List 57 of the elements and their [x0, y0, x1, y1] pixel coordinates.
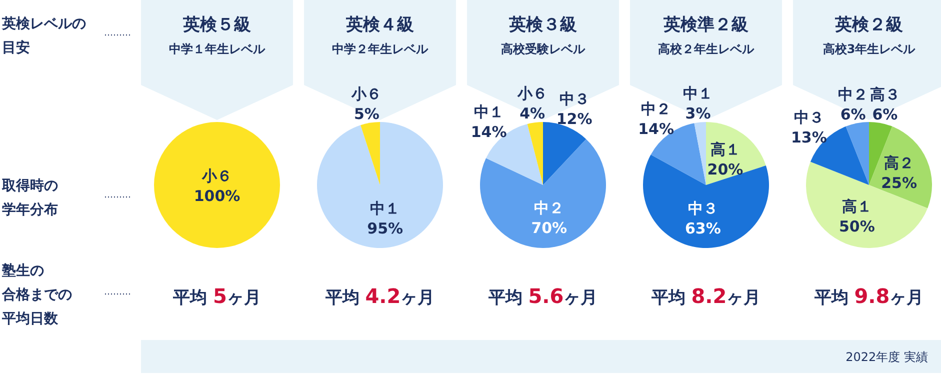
- text: 取得時の学年分布: [1, 178, 58, 218]
- text: 平均 4.2ヶ月: [324, 284, 435, 308]
- slice-label: 高１: [842, 197, 872, 216]
- slice-label: 中２: [534, 199, 564, 218]
- slice-label: 中２: [838, 85, 868, 104]
- chart-subtitle: 高校２年生レベル: [658, 42, 755, 56]
- data-label: 6%: [872, 105, 898, 124]
- data-label: 14%: [638, 120, 674, 138]
- text: 平均 8.2ヶ月: [650, 284, 761, 308]
- pie-slice: [527, 122, 543, 185]
- chart-title: 英検５級: [182, 15, 251, 35]
- data-label: 63%: [684, 220, 721, 238]
- chart-subtitle: 高校3年生レベル: [822, 42, 916, 56]
- slice-label: 小６: [201, 167, 232, 185]
- data-label: 70%: [531, 219, 568, 238]
- data-label: 20%: [707, 160, 744, 178]
- slice-label: 中１: [683, 84, 713, 102]
- data-label: 13%: [790, 128, 827, 146]
- chart-title: 英検準２級: [662, 15, 748, 35]
- data-label: 5%: [354, 105, 380, 124]
- data-label: 95%: [367, 219, 404, 238]
- data-label: 6%: [840, 105, 866, 124]
- chart-subtitle: 高校受験レベル: [501, 42, 586, 56]
- slice-label: 中１: [474, 103, 504, 122]
- chart-subtitle: 中学２年生レベル: [332, 42, 429, 56]
- chart-title: 英検４級: [345, 15, 414, 35]
- text: 平均 9.8ヶ月: [813, 284, 924, 308]
- pie-slice: [480, 139, 606, 248]
- data-label: 14%: [470, 123, 507, 142]
- pie-slice: [317, 122, 443, 248]
- pie-slice: [694, 122, 706, 185]
- slice-label: 中３: [794, 108, 824, 126]
- text: 英検レベルの目安: [1, 16, 86, 56]
- data-label: 12%: [556, 110, 592, 128]
- text: 平均 5.6ヶ月: [487, 284, 598, 308]
- slice-label: 中２: [641, 100, 672, 118]
- text: 2022年度 実績: [846, 350, 928, 364]
- data-label: 100%: [194, 187, 240, 205]
- chart-title: 英検３級: [508, 15, 577, 35]
- slice-label: 高２: [884, 154, 914, 172]
- text: 平均 5ヶ月: [172, 284, 261, 308]
- chart-title: 英検２級: [834, 15, 903, 35]
- slice-label: 小６: [350, 85, 382, 104]
- pie-slice: [846, 122, 869, 185]
- text: 塾生の合格までの平均日数: [1, 262, 72, 327]
- slice-label: 中１: [370, 199, 400, 218]
- slice-label: 高３: [870, 85, 900, 104]
- data-label: 50%: [838, 217, 875, 236]
- data-label: 25%: [881, 174, 918, 192]
- chart-subtitle: 中学１年生レベル: [169, 42, 266, 56]
- slice-label: 小６: [516, 84, 548, 103]
- slice-label: 中３: [559, 90, 590, 108]
- slice-label: 中３: [688, 200, 718, 218]
- slice-label: 高１: [710, 140, 740, 158]
- data-label: 4%: [520, 104, 546, 123]
- data-label: 3%: [685, 104, 711, 122]
- pie-slice: [360, 122, 380, 185]
